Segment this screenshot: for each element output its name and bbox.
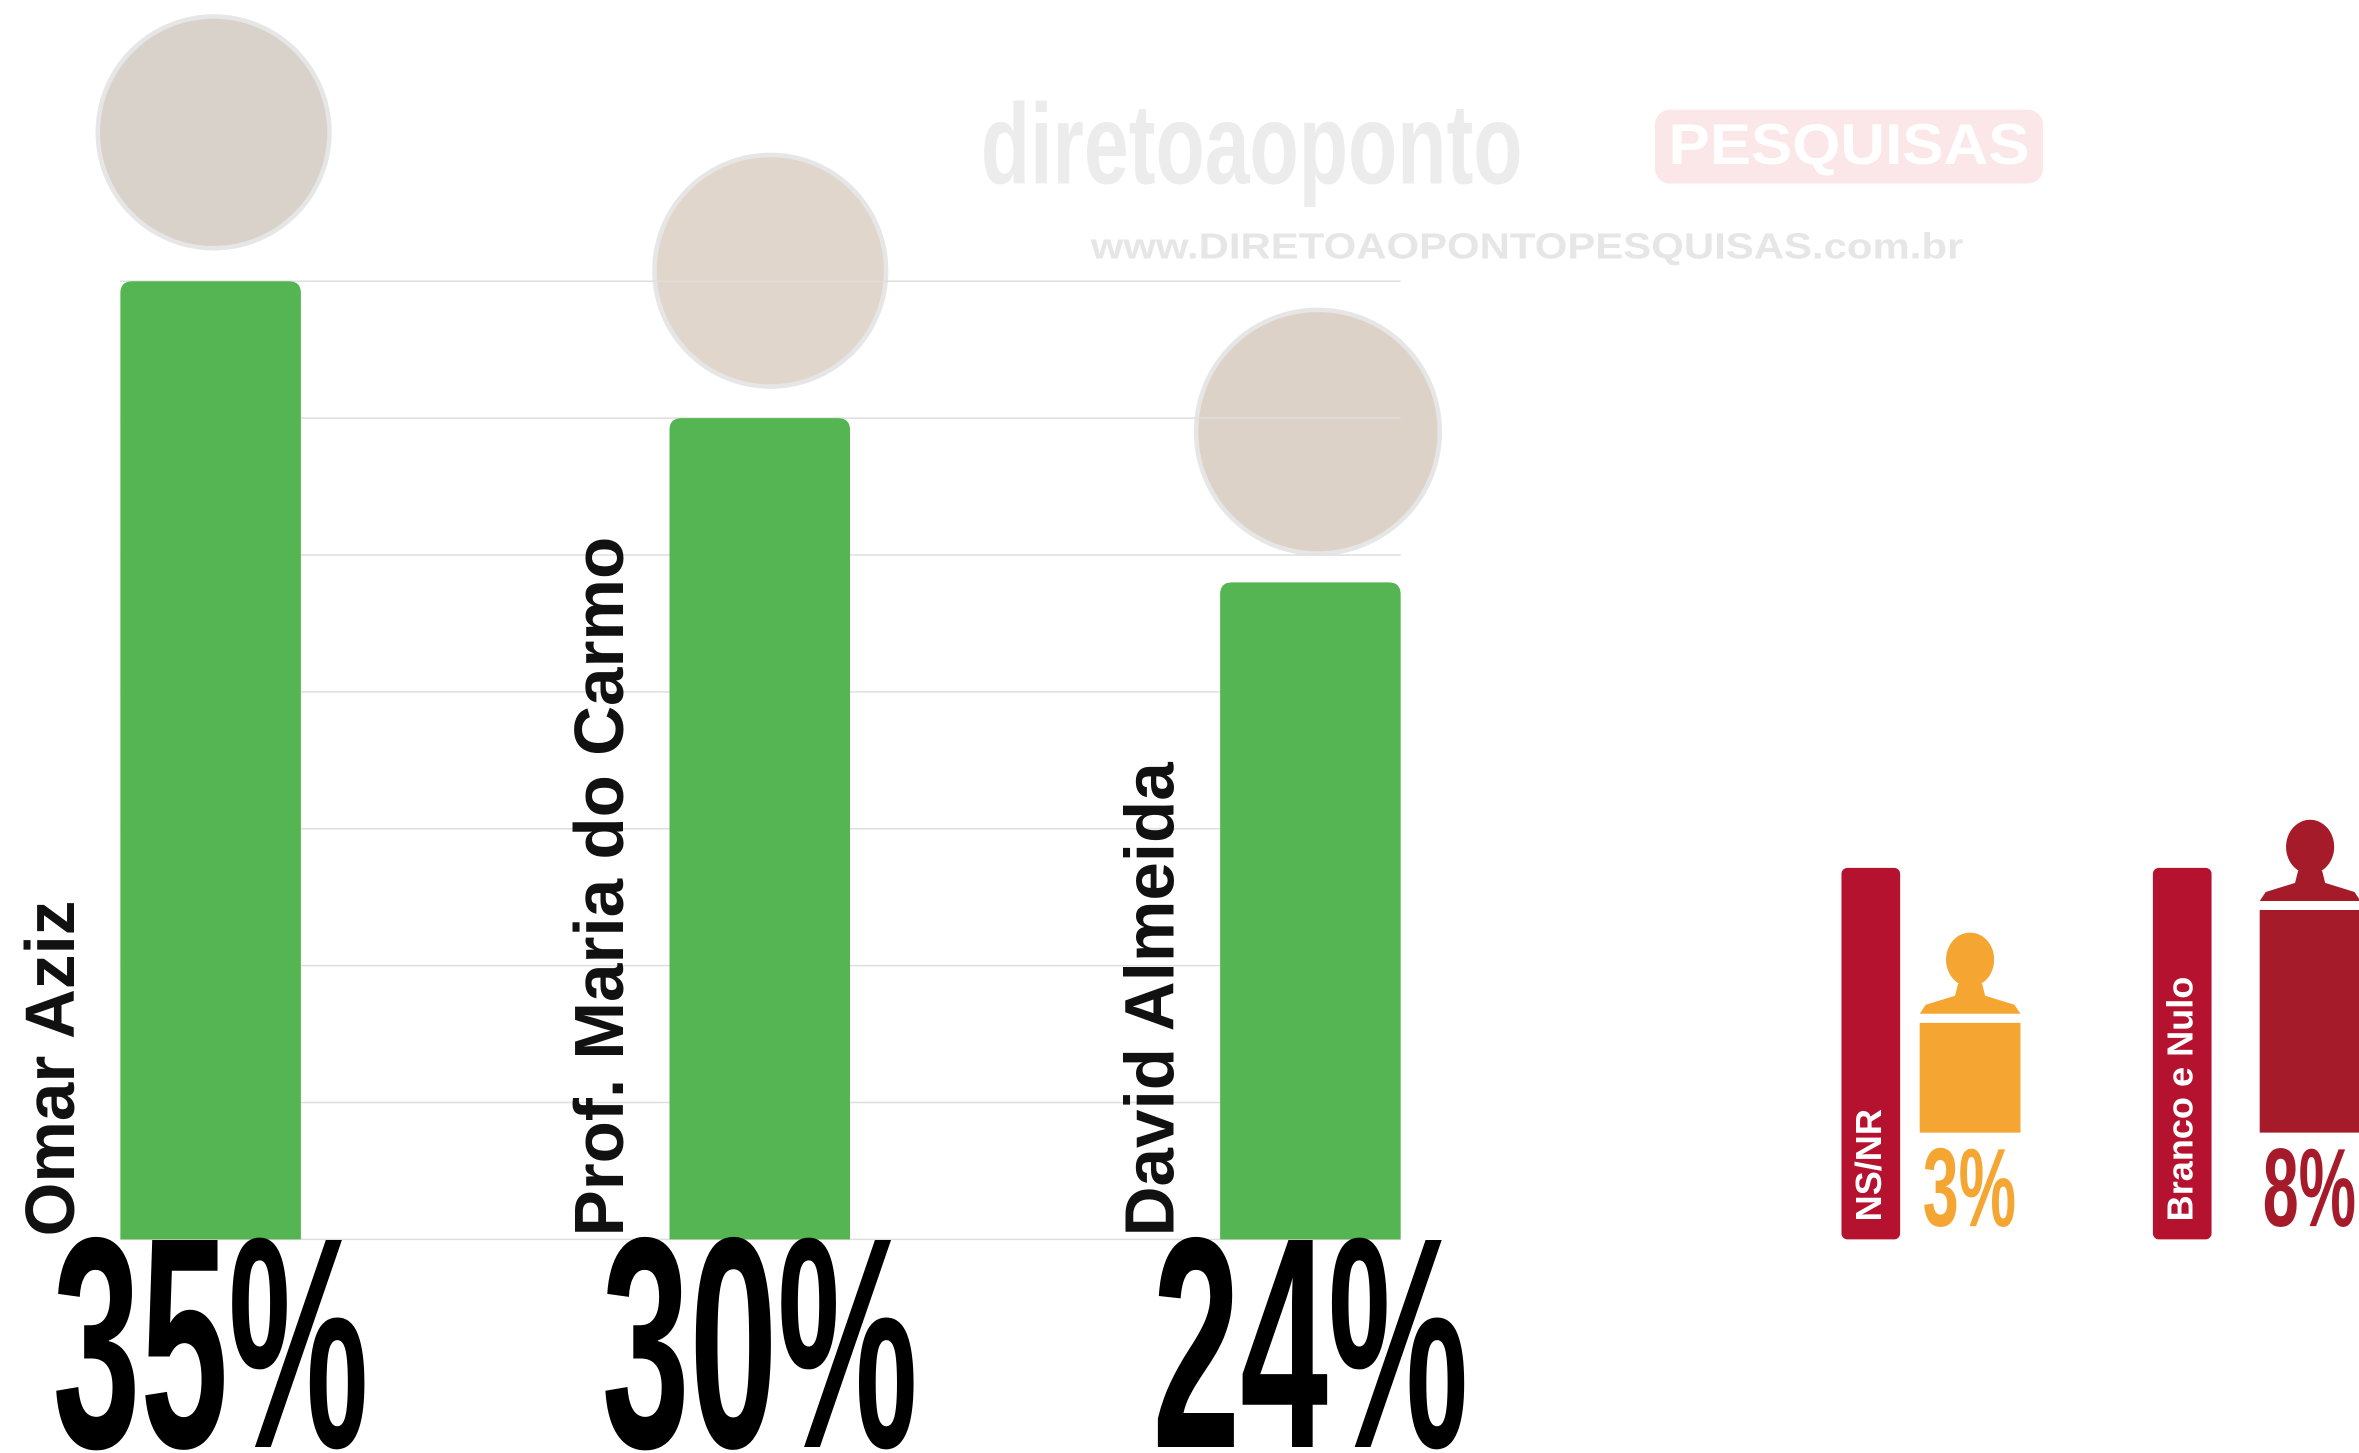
person-icon <box>2259 819 2359 1133</box>
category-tag <box>1841 867 1901 1240</box>
person-icon <box>1919 932 2021 1133</box>
watermark-badge-box <box>1654 109 2044 184</box>
category-label: Prof. Maria do Carmo <box>560 537 638 1237</box>
value-label: 8% <box>2263 1125 2356 1250</box>
category-label: Omar Aziz <box>11 901 89 1237</box>
watermark-logo: diretoaoponto <box>981 82 1523 209</box>
watermark: diretoaoponto PESQUISAS www.DIRETOAOPONT… <box>981 82 2044 267</box>
bar <box>669 418 851 1240</box>
bar <box>1220 582 1401 1240</box>
photo <box>95 14 332 251</box>
photo <box>1193 307 1443 556</box>
category-label: Branco e Nulo <box>2160 977 2201 1222</box>
category-tag <box>2152 867 2212 1240</box>
value-label: 30% <box>602 1175 918 1453</box>
value-label: 24% <box>1152 1175 1468 1453</box>
value-label: 3% <box>1923 1125 2016 1250</box>
watermark-badge: PESQUISAS <box>1668 113 2029 177</box>
category-label: NS/NR <box>1848 1109 1889 1221</box>
category-label: David Almeida <box>1111 762 1189 1237</box>
watermark-url: www.DIRETOAOPONTOPESQUISAS.com.br <box>1090 226 1964 267</box>
value-label: 35% <box>53 1175 369 1453</box>
photos <box>95 14 1443 556</box>
bar <box>120 281 301 1240</box>
photo <box>652 152 889 389</box>
